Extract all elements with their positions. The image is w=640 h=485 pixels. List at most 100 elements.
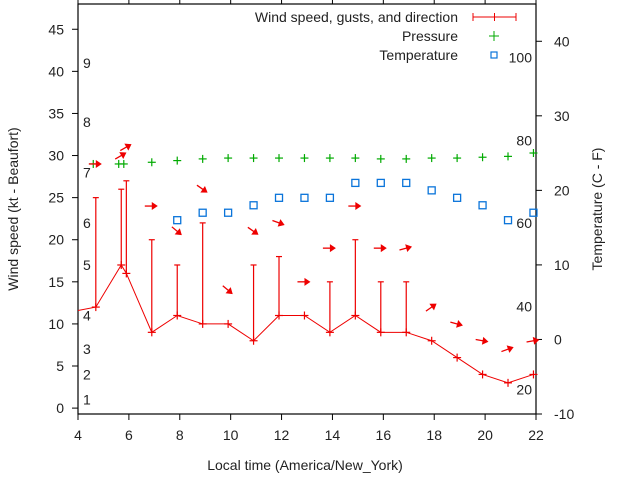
wind-speed-point	[198, 319, 207, 328]
wind-speed-point	[376, 328, 385, 337]
wind-direction-arrow	[399, 244, 413, 253]
fahrenheit-label: 40	[516, 299, 532, 315]
gust-bar	[123, 180, 130, 274]
wind-direction-arrow	[348, 202, 362, 211]
legend-marker-temperature	[490, 51, 498, 59]
gust-bar	[118, 188, 125, 265]
y-axis-right-label: Temperature (C - F)	[589, 148, 605, 271]
pressure-point	[478, 153, 487, 162]
fahrenheit-label: 20	[516, 381, 532, 397]
wind-direction-arrow	[196, 184, 208, 193]
pressure-point	[376, 154, 385, 163]
fahrenheit-label: 60	[516, 215, 532, 231]
x-tick-label: 16	[376, 427, 392, 443]
wind-speed-point	[402, 328, 411, 337]
wind-speed-point	[117, 260, 126, 269]
wind-direction-arrow	[373, 244, 387, 253]
x-tick-label: 10	[223, 427, 239, 443]
wind-speed-point	[427, 336, 436, 345]
pressure-point	[275, 154, 284, 163]
gust-bar	[377, 281, 384, 333]
temperature-point	[300, 193, 309, 202]
legend-label-temperature: Temperature	[379, 47, 458, 63]
gust-bar	[199, 222, 206, 324]
pressure-series	[89, 149, 538, 168]
temperature-point	[376, 178, 385, 188]
beaufort-label: 2	[83, 366, 91, 382]
legend-marker-wind	[472, 13, 517, 21]
pressure-point	[427, 154, 436, 163]
wind-direction-arrow	[114, 152, 127, 160]
pressure-point	[119, 159, 128, 168]
temperature-point	[452, 193, 462, 202]
temperature-point	[325, 193, 335, 202]
temperature-point	[198, 208, 207, 217]
x-tick-label: 12	[274, 427, 290, 443]
legend: Wind speed, gusts, and direction Pressur…	[255, 9, 517, 63]
fahrenheit-labels: 20 40 60 80 100	[509, 50, 533, 398]
wind-direction-arrow	[171, 226, 182, 236]
beaufort-label: 5	[83, 257, 91, 273]
pressure-point	[198, 154, 207, 163]
wind-direction-arrow	[501, 345, 514, 353]
beaufort-label: 1	[83, 392, 91, 408]
temperature-point	[223, 208, 233, 217]
legend-label-pressure: Pressure	[402, 28, 458, 44]
wind-direction-arrow	[450, 320, 463, 328]
wind-speed-point	[275, 311, 284, 320]
wind-direction-arrow	[222, 285, 233, 295]
wind-speed-point	[300, 311, 309, 320]
legend-label-wind: Wind speed, gusts, and direction	[255, 9, 458, 25]
y-left-tick-label: 20	[48, 232, 64, 248]
wind-direction-arrow	[526, 336, 540, 345]
pressure-point	[300, 154, 309, 163]
pressure-point	[325, 154, 334, 163]
temperature-point	[478, 201, 487, 210]
beaufort-label: 9	[83, 55, 91, 71]
beaufort-label: 6	[83, 215, 91, 231]
wind-direction-arrow	[88, 159, 102, 168]
gust-bar	[403, 281, 410, 333]
y-right-tick-label: 30	[554, 108, 570, 124]
y-left-tick-label: 5	[56, 358, 64, 374]
y-left-tick-label: 35	[48, 105, 64, 121]
wind-speed-point	[224, 319, 233, 328]
gust-bar	[148, 239, 155, 333]
plot-frame	[77, 3, 537, 415]
temperature-point	[249, 201, 258, 210]
wind-speed-point	[325, 328, 334, 337]
wind-speed-point	[529, 370, 538, 379]
wind-direction-arrow	[144, 202, 158, 211]
legend-marker-pressure	[489, 31, 499, 41]
gust-bar	[92, 197, 99, 308]
temperature-point	[173, 216, 182, 225]
temperature-point	[351, 178, 360, 188]
x-tick-label: 22	[528, 427, 544, 443]
temperature-point	[402, 178, 411, 188]
gust-bar	[174, 264, 181, 316]
gust-bar	[250, 264, 257, 341]
gust-bar	[276, 255, 283, 316]
wind-speed-point	[173, 311, 182, 320]
y-right-tick-label: -10	[554, 406, 574, 422]
y-axis-left-label: Wind speed (kt - Beaufort)	[5, 127, 21, 290]
y-left-tick-label: 15	[48, 274, 64, 290]
y-left-tick-label: 25	[48, 190, 64, 206]
wind-direction-arrow	[247, 226, 259, 235]
pressure-point	[224, 154, 233, 163]
wind-speed-point	[453, 353, 462, 362]
pressure-point	[453, 154, 462, 163]
axis-ticks	[72, 0, 542, 420]
pressure-point	[249, 154, 258, 163]
beaufort-label: 3	[83, 341, 91, 357]
x-tick-label: 20	[477, 427, 493, 443]
wind-speed-line	[77, 264, 534, 384]
wind-direction-arrow	[297, 277, 311, 286]
temperature-point	[274, 193, 284, 202]
beaufort-label: 8	[83, 114, 91, 130]
pressure-point	[173, 156, 182, 165]
beaufort-labels: 1 2 3 4 5 6 7 8 9	[83, 55, 91, 408]
tick-labels: 4 6 8 10 12 14 16 18 20 22051015202530354045-1001…	[48, 21, 574, 443]
y-right-tick-label: 40	[554, 33, 570, 49]
y-left-tick-label: 40	[48, 63, 64, 79]
